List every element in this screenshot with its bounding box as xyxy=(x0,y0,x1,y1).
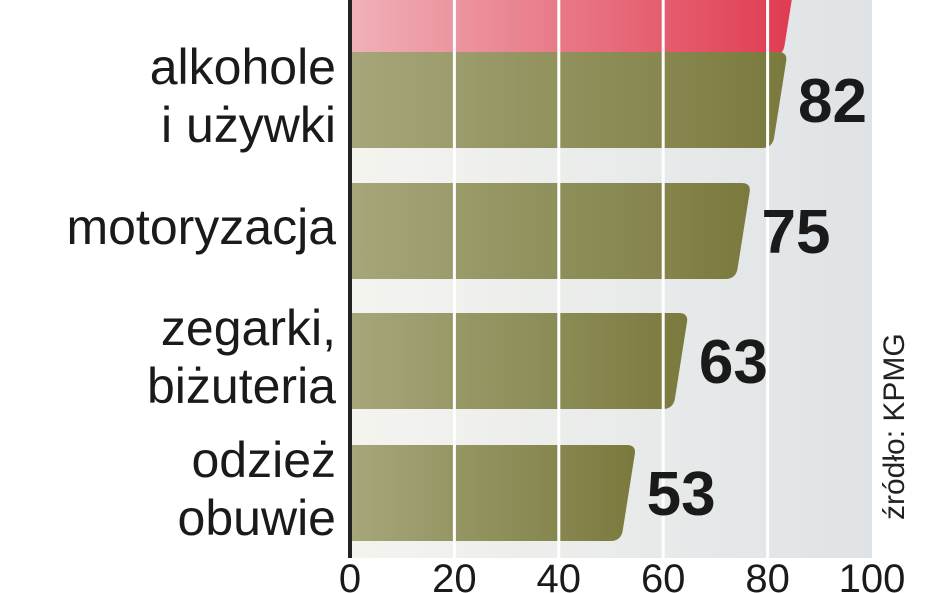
x-tick-label: 80 xyxy=(745,557,790,593)
x-tick-label: 0 xyxy=(339,557,361,593)
category-label-line: zegarki, xyxy=(160,300,336,356)
x-tick-label: 40 xyxy=(537,557,582,593)
bar-highlighted-partial xyxy=(352,0,792,56)
bar-4 xyxy=(352,445,635,541)
bar-2 xyxy=(352,183,750,279)
category-label-line: odzież xyxy=(191,432,336,488)
x-tick-label: 20 xyxy=(432,557,477,593)
value-label: 75 xyxy=(762,198,831,267)
category-label-line: motoryzacja xyxy=(66,199,336,255)
x-tick-label: 60 xyxy=(641,557,686,593)
category-label: motoryzacja xyxy=(6,198,336,256)
category-label-line: alkohole xyxy=(149,39,336,95)
x-tick-label: 100 xyxy=(839,557,906,593)
bar-1 xyxy=(352,52,787,148)
category-label-line: obuwie xyxy=(177,490,336,546)
category-label: zegarki, biżuteria xyxy=(6,299,336,415)
category-label-line: biżuteria xyxy=(147,358,336,414)
source-note: źródło: KPMG xyxy=(878,333,911,520)
value-label: 82 xyxy=(798,67,867,136)
category-label-line: i używki xyxy=(160,97,336,153)
category-label: odzież obuwie xyxy=(6,431,336,547)
value-label: 63 xyxy=(699,328,768,397)
category-label: alkohole i używki xyxy=(6,38,336,154)
bar-3 xyxy=(352,313,688,409)
value-label: 53 xyxy=(647,460,716,529)
